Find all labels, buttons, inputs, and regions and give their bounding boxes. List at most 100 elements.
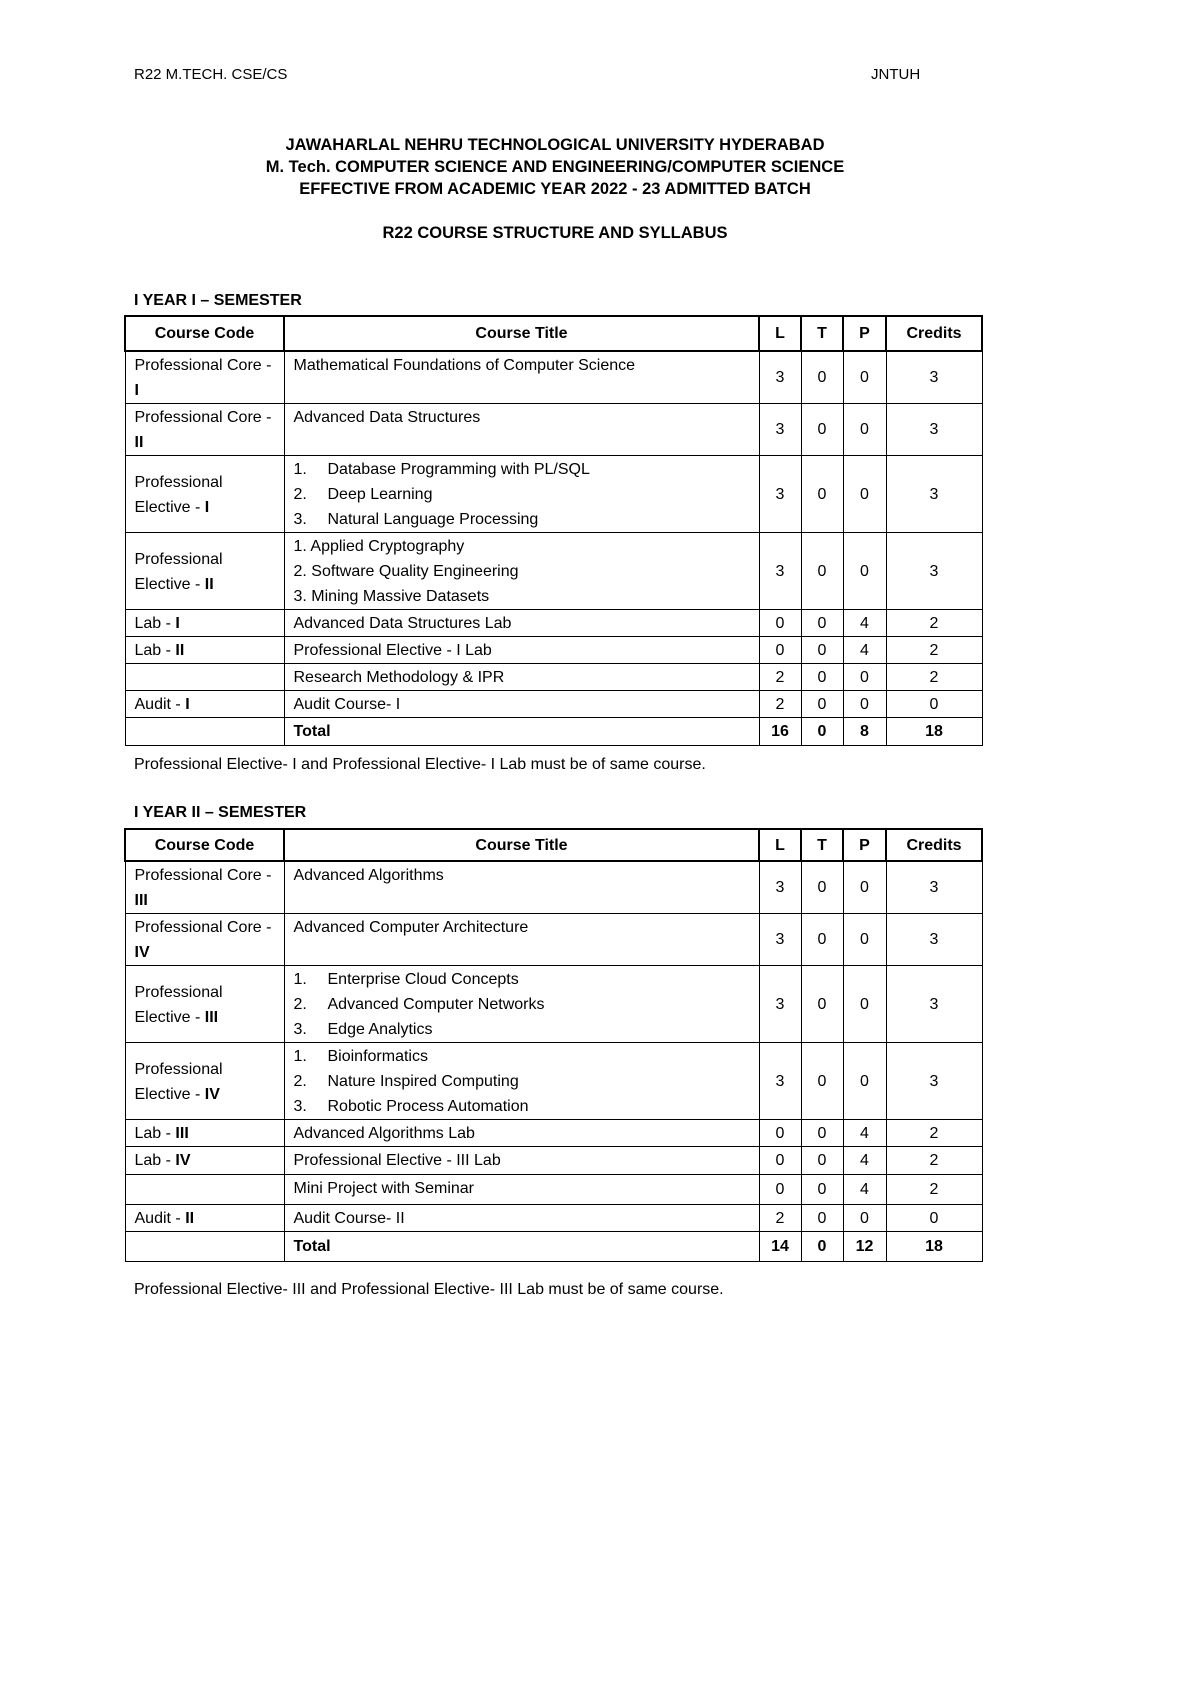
practical-hours: 4	[842, 1174, 887, 1205]
course-code: Lab - IV	[124, 1146, 285, 1175]
credits: 3	[885, 913, 983, 966]
column-header-p: P	[842, 315, 887, 352]
tutorial-hours: 0	[800, 860, 844, 914]
total-practical: 8	[842, 717, 887, 746]
credits: 3	[885, 455, 983, 533]
credits: 2	[885, 636, 983, 664]
practical-hours: 0	[842, 860, 887, 914]
credits: 2	[885, 609, 983, 637]
course-code-label: Professional Core -	[134, 409, 272, 426]
elective-option-title: Natural Language Processing	[327, 511, 539, 528]
course-code	[124, 663, 285, 691]
table-row: Professional Elective - III 1. Enterprise…	[124, 965, 983, 1043]
lecture-hours: 0	[758, 636, 802, 664]
course-title: Advanced Algorithms Lab	[293, 1125, 475, 1142]
elective-option: 1. Applied Cryptography	[293, 538, 465, 555]
tutorial-hours: 0	[800, 532, 844, 610]
total-row: Total 14 0 12 18	[124, 1231, 983, 1262]
course-title: Audit Course- II	[293, 1210, 405, 1227]
practical-hours: 0	[842, 913, 887, 966]
elective-option: 2. Advanced Computer Networks	[294, 992, 750, 1017]
elective-option-title: Mining Massive Datasets	[311, 588, 490, 605]
elective-option: 2. Nature Inspired Computing	[294, 1069, 750, 1094]
course-code: Professional Elective - II	[124, 532, 285, 610]
lecture-hours: 3	[758, 532, 802, 610]
table-row: Professional Elective - I 1. Database Pro…	[124, 455, 983, 533]
course-code: Lab - II	[124, 636, 285, 664]
credits: 3	[885, 860, 983, 914]
tutorial-hours: 0	[800, 965, 844, 1043]
elective-option-title: Bioinformatics	[327, 1048, 428, 1065]
course-code: Professional Elective - IV	[124, 1042, 285, 1120]
practical-hours: 4	[842, 636, 887, 664]
column-header-l: L	[758, 315, 802, 352]
elective-option-title: Database Programming with PL/SQL	[327, 461, 590, 478]
table-row: Professional Core - IV Advanced Computer…	[124, 913, 983, 966]
lecture-hours: 3	[758, 1042, 802, 1120]
column-header-t: T	[800, 315, 844, 352]
table-row: Lab - II Professional Elective - I Lab 0…	[124, 636, 983, 664]
credits: 2	[885, 1119, 983, 1147]
course-code-label: Audit -	[134, 696, 186, 713]
table-row: Professional Core - I Mathematical Found…	[124, 350, 983, 404]
course-title-cell: Professional Elective - III Lab	[283, 1146, 760, 1175]
total-credits: 18	[885, 717, 983, 746]
semester-heading: I YEAR I – SEMESTER	[134, 292, 302, 309]
column-header-p: P	[842, 828, 887, 862]
course-code: Professional Elective - III	[124, 965, 285, 1043]
course-code: Professional Core - I	[124, 350, 285, 404]
elective-option-title: Applied Cryptography	[310, 538, 465, 555]
credits: 3	[885, 532, 983, 610]
lecture-hours: 3	[758, 913, 802, 966]
course-code-label: Audit -	[134, 1210, 186, 1227]
course-code-label: Professional Elective -	[134, 983, 223, 1026]
column-header-course-code: Course Code	[124, 828, 285, 862]
course-code-label: Lab -	[134, 615, 176, 632]
course-title-cell: Advanced Computer Architecture	[283, 913, 760, 966]
lecture-hours: 0	[758, 1146, 802, 1175]
course-title-cell: 1. Enterprise Cloud Concepts 2. Advanced Co…	[283, 965, 760, 1043]
course-code: Professional Core - IV	[124, 913, 285, 966]
course-code-numeral: III	[204, 1008, 219, 1026]
course-title-cell: 1. Applied Cryptography 2. Software Quali…	[283, 532, 760, 610]
course-title-cell: Advanced Data Structures Lab	[283, 609, 760, 637]
column-header-credits: Credits	[885, 828, 983, 862]
table-row: Research Methodology & IPR 2 0 0 2	[124, 663, 983, 691]
course-code-label: Professional Core -	[134, 919, 272, 936]
lecture-hours: 0	[758, 1174, 802, 1205]
column-header-l: L	[758, 828, 802, 862]
course-title-cell: Audit Course- I	[283, 690, 760, 718]
tutorial-hours: 0	[800, 1119, 844, 1147]
course-code-numeral: IV	[175, 1152, 191, 1169]
column-header-course-code: Course Code	[124, 315, 285, 352]
tutorial-hours: 0	[800, 455, 844, 533]
course-title: Professional Elective - III Lab	[293, 1152, 501, 1169]
lecture-hours: 3	[758, 350, 802, 404]
tutorial-hours: 0	[800, 636, 844, 664]
total-credits: 18	[885, 1231, 983, 1262]
total-tutorial: 0	[800, 717, 844, 746]
lecture-hours: 3	[758, 403, 802, 456]
course-code-numeral: III	[134, 892, 148, 909]
elective-option-title: Deep Learning	[327, 486, 433, 503]
running-header-right: JNTUH	[871, 66, 921, 83]
course-code: Professional Elective - I	[124, 455, 285, 533]
course-title-cell: Advanced Algorithms	[283, 860, 760, 914]
course-code-numeral: I	[175, 615, 180, 632]
credits: 3	[885, 1042, 983, 1120]
elective-option-title: Edge Analytics	[327, 1021, 433, 1038]
course-table: Course Code Course Title L T P Credits Profes…	[124, 315, 983, 746]
table-row: Mini Project with Seminar 0 0 4 2	[124, 1174, 983, 1205]
practical-hours: 0	[842, 455, 887, 533]
elective-option: 1. Enterprise Cloud Concepts	[294, 967, 750, 992]
table-row: Lab - IV Professional Elective - III Lab…	[124, 1146, 983, 1175]
course-code: Lab - I	[124, 609, 285, 637]
course-table: Course Code Course Title L T P Credits Profes…	[124, 828, 983, 1262]
practical-hours: 0	[842, 663, 887, 691]
course-code: Professional Core - II	[124, 403, 285, 456]
lecture-hours: 2	[758, 690, 802, 718]
credits: 2	[885, 1146, 983, 1175]
course-code-label: Professional Core -	[134, 357, 272, 374]
semester-note: Professional Elective- I and Professiona…	[134, 756, 706, 773]
course-code	[124, 1174, 285, 1205]
